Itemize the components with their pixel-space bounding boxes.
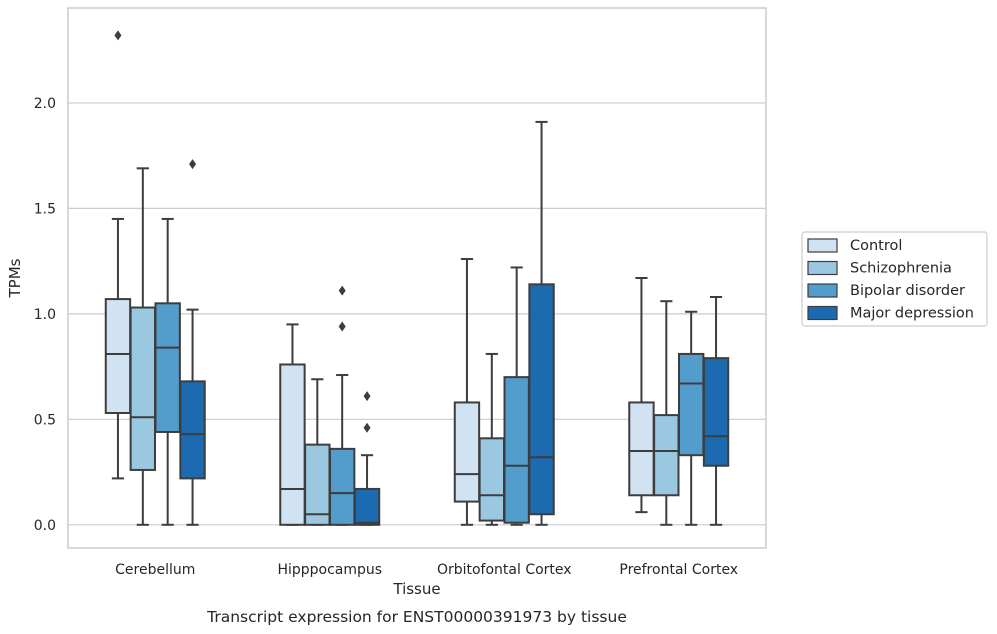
box-major-depression	[179, 159, 206, 526]
y-axis-label: TPMs	[6, 258, 24, 298]
x-tick-label: Prefrontal Cortex	[619, 562, 738, 578]
box-iqr	[628, 401, 655, 497]
outlier-point	[363, 422, 371, 433]
box-iqr	[279, 363, 306, 526]
y-tick-label: 1.0	[34, 307, 56, 323]
y-tick-label: 1.5	[34, 201, 56, 217]
legend-frame	[801, 231, 988, 327]
box-iqr	[179, 380, 206, 480]
legend-swatch	[807, 260, 838, 276]
outlier-point	[114, 30, 122, 41]
plot-frame	[67, 7, 767, 549]
box-schizophrenia	[478, 352, 506, 526]
box-iqr	[129, 306, 157, 471]
legend-label: Major depression	[850, 306, 974, 322]
box-iqr	[104, 298, 132, 414]
outlier-point	[189, 159, 197, 170]
x-axis-ticks: Cerebellum Hipppocampus Orbitofontal Corte…	[115, 562, 738, 578]
box-bipolar-disorder	[154, 217, 181, 526]
box-control	[628, 277, 655, 514]
x-tick-label: Orbitofontal Cortex	[437, 562, 572, 578]
box-schizophrenia	[129, 167, 157, 526]
box-bipolar-disorder	[677, 310, 705, 526]
box-iqr	[653, 414, 680, 497]
legend: Control Schizophrenia Bipolar disorder Majo…	[801, 231, 988, 327]
box-major-depression	[702, 295, 730, 526]
legend-swatch	[807, 305, 838, 321]
legend-swatch	[807, 238, 838, 253]
box-iqr	[328, 447, 356, 526]
box-major-depression	[528, 120, 555, 526]
outlier-point	[338, 321, 346, 332]
outlier-point	[363, 391, 371, 402]
x-axis-label: Tissue	[392, 580, 440, 598]
box-iqr	[453, 401, 481, 503]
box-iqr	[528, 283, 555, 516]
box-control	[453, 258, 481, 526]
box-iqr	[304, 443, 331, 526]
box-iqr	[478, 437, 506, 522]
box-iqr	[677, 352, 705, 457]
box-bipolar-disorder	[503, 266, 530, 526]
box-control	[279, 323, 306, 526]
y-axis-ticks: 0.0 0.5 1.0 1.5 2.0	[34, 96, 56, 534]
box-control	[104, 30, 132, 480]
x-tick-label: Hipppocampus	[277, 562, 382, 578]
plot-marks	[104, 30, 730, 526]
box-iqr	[702, 357, 730, 467]
box-major-depression	[353, 391, 381, 526]
x-tick-label: Cerebellum	[115, 562, 195, 578]
legend-label: Control	[850, 238, 902, 254]
legend-label: Bipolar disorder	[850, 283, 965, 299]
box-bipolar-disorder	[328, 285, 356, 526]
box-iqr	[154, 302, 181, 433]
outlier-point	[338, 285, 346, 296]
box-iqr	[503, 376, 530, 524]
legend-swatch	[807, 283, 838, 298]
box-schizophrenia	[653, 300, 680, 526]
y-tick-label: 2.0	[34, 96, 56, 112]
chart-caption: Transcript expression for ENST0000039197…	[206, 608, 627, 626]
y-tick-label: 0.5	[34, 412, 56, 428]
box-iqr	[353, 487, 381, 526]
legend-label: Schizophrenia	[850, 261, 952, 277]
y-tick-label: 0.0	[34, 518, 56, 534]
box-schizophrenia	[304, 378, 331, 526]
